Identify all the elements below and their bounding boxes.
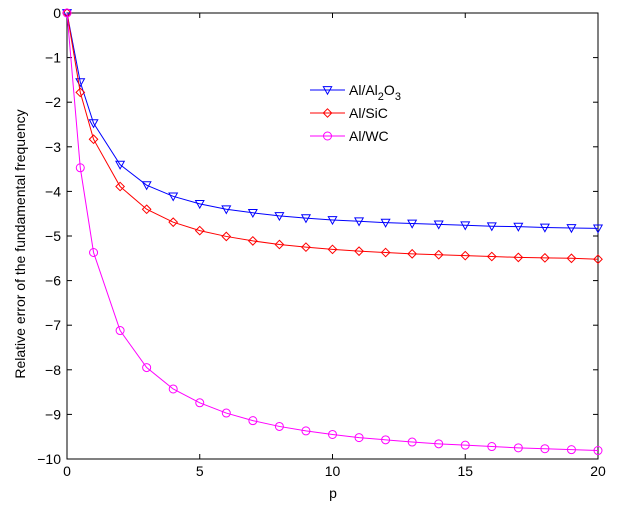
- legend-label: Al/WC: [349, 128, 389, 144]
- data-point: [168, 384, 178, 394]
- data-point: [513, 443, 523, 453]
- data-point: [274, 239, 285, 250]
- data-point: [566, 253, 577, 264]
- data-point: [115, 181, 126, 192]
- y-tick-label: −4: [45, 183, 61, 199]
- y-tick-label: −7: [45, 317, 61, 333]
- data-point: [75, 87, 86, 98]
- data-point: [566, 445, 576, 455]
- legend-marker: [323, 131, 332, 141]
- data-point: [407, 219, 418, 229]
- data-point: [433, 249, 444, 260]
- series-line-1: [66, 12, 599, 260]
- data-point: [194, 200, 205, 210]
- series-line-2: [66, 12, 599, 452]
- data-point: [460, 440, 470, 450]
- data-point: [61, 9, 73, 19]
- data-point: [221, 231, 232, 242]
- y-tick-label: 0: [53, 5, 61, 21]
- data-point: [354, 433, 364, 443]
- data-point: [168, 192, 179, 202]
- data-point: [487, 442, 497, 452]
- data-point: [88, 134, 99, 145]
- y-tick-label: −3: [45, 139, 61, 155]
- data-point: [513, 252, 524, 263]
- y-tick-label: −10: [37, 451, 61, 467]
- data-point: [62, 8, 72, 18]
- legend-marker: [322, 108, 333, 118]
- data-point: [381, 435, 391, 445]
- data-point: [327, 244, 338, 255]
- x-tick-label: 5: [196, 463, 204, 479]
- data-point: [301, 426, 311, 436]
- data-point: [592, 224, 604, 234]
- data-point: [407, 437, 417, 447]
- data-point: [593, 446, 603, 456]
- data-point: [328, 429, 337, 439]
- data-point: [168, 217, 179, 228]
- y-tick-label: −9: [45, 406, 61, 422]
- y-tick-label: −8: [45, 362, 61, 378]
- data-point: [141, 181, 152, 191]
- legend-marker: [322, 86, 333, 96]
- x-tick-label: 20: [590, 463, 606, 479]
- data-point: [247, 235, 258, 246]
- data-point: [539, 252, 550, 263]
- data-point: [380, 247, 391, 258]
- data-point: [513, 222, 524, 232]
- data-point: [221, 408, 231, 418]
- data-point: [194, 225, 205, 236]
- legend-label: Al/SiC: [349, 105, 388, 121]
- x-tick-label: 0: [63, 463, 71, 479]
- data-point: [566, 224, 577, 234]
- series-line-0: [66, 12, 599, 229]
- data-point: [115, 160, 126, 170]
- data-point: [433, 220, 444, 230]
- data-point: [486, 251, 497, 262]
- data-point: [115, 326, 125, 336]
- y-tick-label: −1: [45, 50, 61, 66]
- data-point: [195, 398, 205, 408]
- x-axis-label: p: [329, 485, 337, 501]
- data-point: [407, 248, 418, 259]
- legend-label: Al/Al2O3: [349, 82, 401, 103]
- data-point: [460, 221, 471, 231]
- data-point: [327, 216, 338, 226]
- data-point: [221, 205, 232, 215]
- data-point: [460, 250, 471, 261]
- data-point: [593, 254, 603, 265]
- data-point: [354, 217, 365, 227]
- data-point: [301, 242, 311, 253]
- data-point: [274, 421, 284, 431]
- data-point: [274, 212, 285, 222]
- data-point: [354, 246, 364, 257]
- data-point: [486, 222, 497, 232]
- data-point: [539, 223, 550, 233]
- data-point: [247, 208, 258, 219]
- y-tick-label: −5: [45, 228, 61, 244]
- data-point: [248, 416, 258, 426]
- data-point: [75, 163, 85, 173]
- data-point: [540, 444, 550, 454]
- data-point: [88, 119, 99, 129]
- data-point: [141, 204, 152, 215]
- data-point: [300, 214, 311, 224]
- data-point: [380, 218, 391, 228]
- x-tick-label: 15: [457, 463, 473, 479]
- y-tick-label: −6: [45, 273, 61, 289]
- y-tick-label: −2: [45, 94, 61, 110]
- x-tick-label: 10: [325, 463, 341, 479]
- legend: Al/Al2O3 Al/SiC Al/WC: [310, 82, 401, 144]
- plot-frame: [66, 12, 599, 460]
- data-point: [142, 363, 152, 373]
- data-point: [89, 248, 99, 258]
- data-point: [434, 439, 444, 449]
- plot-area: 0 5 10 15 20 0 −1 −2 −3 −4 −5 −6 −7 −8 −9 −10: [37, 5, 606, 479]
- y-axis-label: Relative error of the fundamental freque…: [12, 109, 28, 378]
